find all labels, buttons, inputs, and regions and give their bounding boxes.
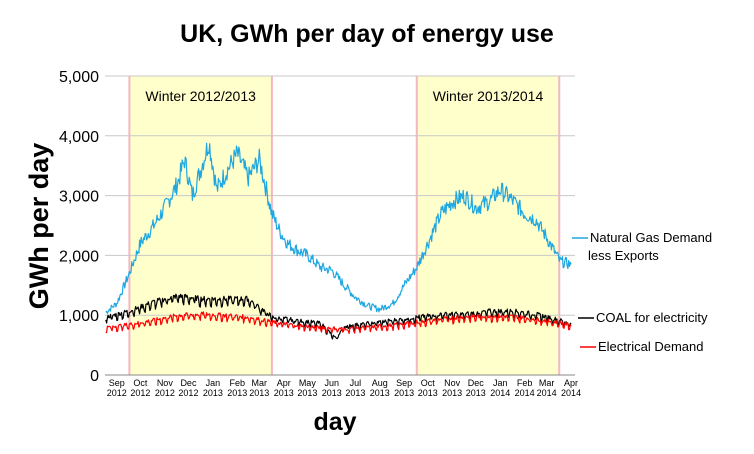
x-tick-year: 2012 <box>130 388 150 398</box>
legend-label: Electrical Demand <box>598 339 704 354</box>
x-tick-month: Mar <box>539 378 555 388</box>
x-tick-month: Dec <box>180 378 197 388</box>
winter-region-label: Winter 2012/2013 <box>145 88 256 104</box>
x-tick-year: 2013 <box>345 388 365 398</box>
x-tick-month: May <box>299 378 317 388</box>
shaded-regions: Winter 2012/2013 Winter 2013/2014 <box>128 76 561 375</box>
x-tick-month: Jul <box>350 378 362 388</box>
x-tick-year: 2013 <box>203 388 223 398</box>
series-line-2 <box>105 293 572 340</box>
series-lines <box>105 142 572 340</box>
chart-title: UK, GWh per day of energy use <box>180 20 554 48</box>
x-tick-year: 2012 <box>107 388 127 398</box>
y-tick-label: 3,000 <box>59 189 99 206</box>
winter-region-label: Winter 2013/2014 <box>433 88 544 104</box>
x-tick-month: Feb <box>230 378 246 388</box>
x-tick-month: Apr <box>277 378 291 388</box>
x-tick-year: 2013 <box>249 388 269 398</box>
x-axis-label: day <box>313 408 356 436</box>
x-tick-month: Sep <box>396 378 412 388</box>
x-tick-month: Oct <box>133 378 148 388</box>
x-tick-month: Oct <box>421 378 436 388</box>
x-tick-month: Feb <box>517 378 533 388</box>
x-tick-year: 2013 <box>322 388 342 398</box>
y-tick-label: 5,000 <box>59 69 99 86</box>
series-line-1 <box>105 142 572 314</box>
x-tick-year: 2013 <box>442 388 462 398</box>
y-axis-label: GWh per day <box>24 143 54 310</box>
gridlines <box>105 75 575 376</box>
series-line-3 <box>105 311 572 335</box>
x-tick-month: Jan <box>493 378 508 388</box>
x-tick-month: Nov <box>444 378 461 388</box>
x-tick-year: 2012 <box>178 388 198 398</box>
winter-region-1 <box>129 76 272 375</box>
x-tick-month: Sep <box>109 378 125 388</box>
x-tick-year: 2014 <box>561 388 581 398</box>
x-tick-year: 2013 <box>370 388 390 398</box>
x-tick-month: Jun <box>324 378 339 388</box>
x-tick-year: 2012 <box>155 388 175 398</box>
y-tick-label: 2,000 <box>59 248 99 265</box>
x-tick-year: 2013 <box>274 388 294 398</box>
x-tick-year: 2013 <box>297 388 317 398</box>
y-ticks: 0 1,000 2,000 3,000 4,000 5,000 <box>59 69 99 385</box>
x-tick-month: Jan <box>206 378 221 388</box>
x-tick-month: Mar <box>252 378 268 388</box>
x-tick-month: Aug <box>372 378 388 388</box>
x-ticks: Sep2012Oct2012Nov2012Dec2012Jan2013Feb20… <box>107 378 581 398</box>
y-tick-label: 0 <box>90 368 99 385</box>
x-tick-year: 2013 <box>466 388 486 398</box>
legend: Natural Gas Demand less Exports COAL for e… <box>572 230 712 354</box>
y-tick-label: 4,000 <box>59 129 99 146</box>
legend-label: Natural Gas Demand <box>590 230 712 245</box>
legend-label: COAL for electricity <box>596 310 708 325</box>
x-tick-month: Dec <box>468 378 485 388</box>
x-tick-month: Nov <box>157 378 174 388</box>
x-tick-year: 2014 <box>515 388 535 398</box>
x-tick-year: 2013 <box>418 388 438 398</box>
y-tick-label: 1,000 <box>59 308 99 325</box>
x-tick-year: 2014 <box>490 388 510 398</box>
x-tick-year: 2013 <box>394 388 414 398</box>
x-tick-year: 2014 <box>537 388 557 398</box>
x-tick-month: Apr <box>564 378 578 388</box>
x-tick-year: 2013 <box>227 388 247 398</box>
legend-label-cont: less Exports <box>588 248 659 263</box>
